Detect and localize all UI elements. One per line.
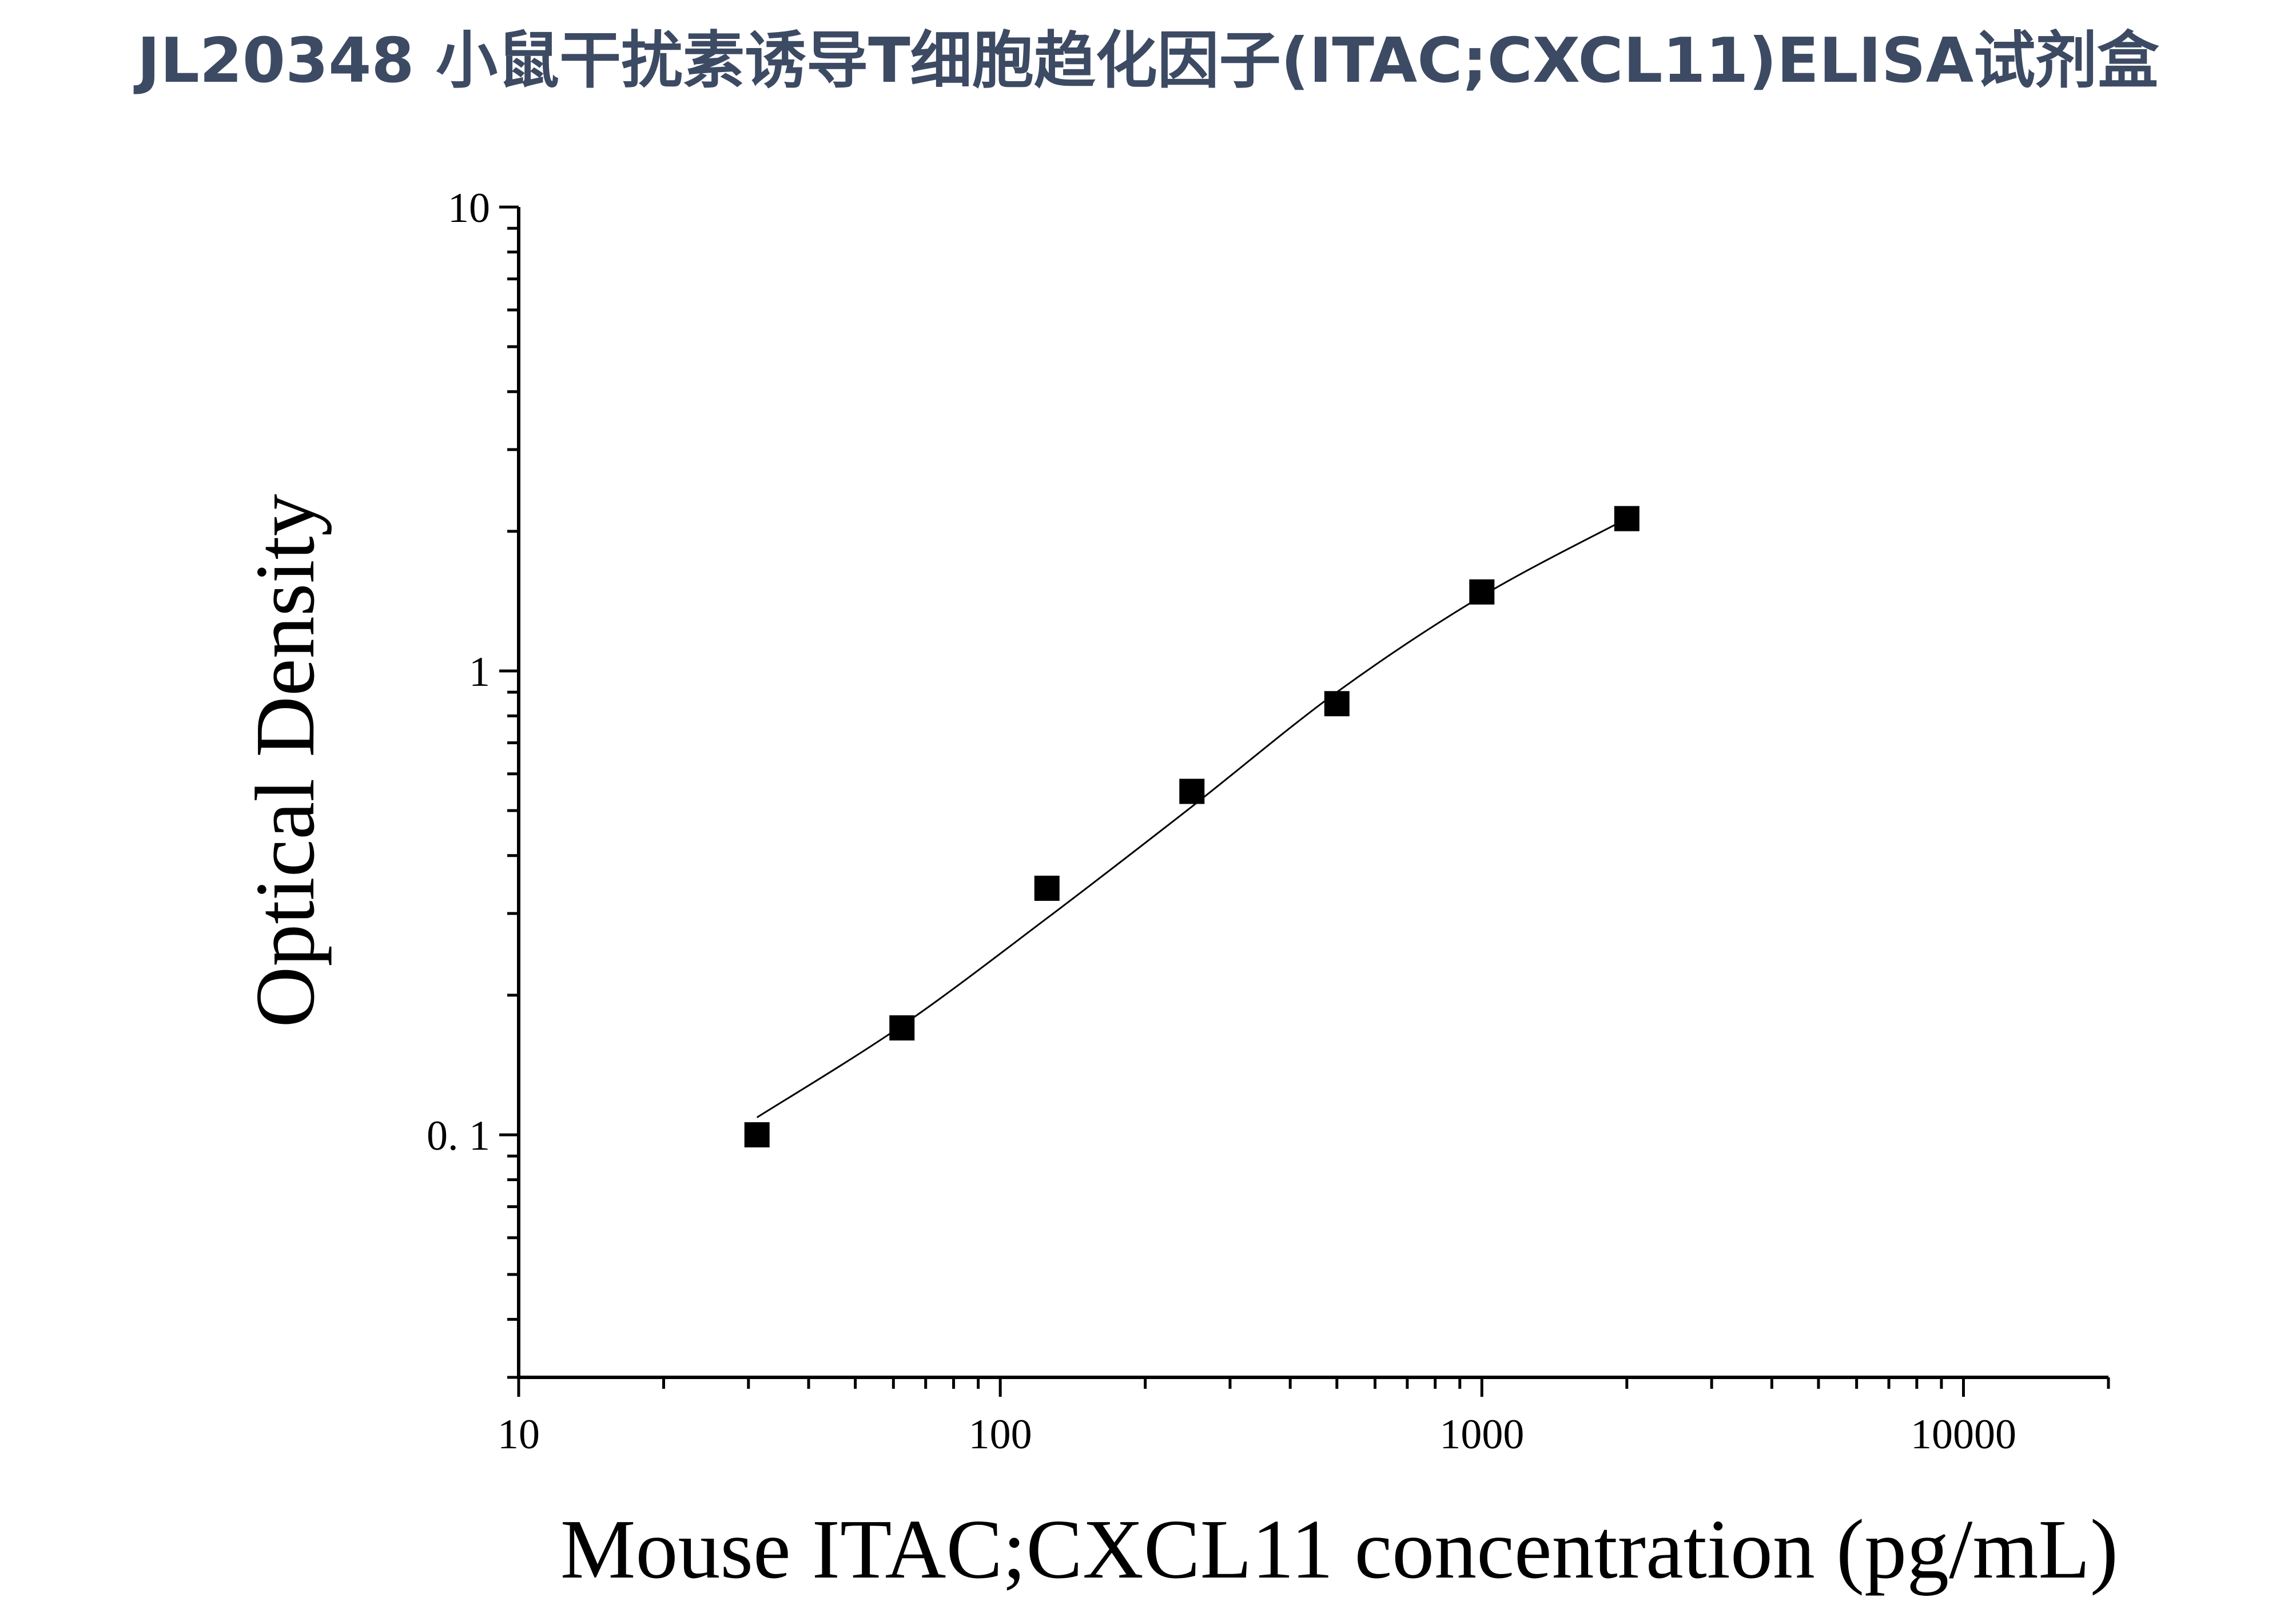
y-tick-label: 0. 1 [427, 1113, 490, 1159]
data-point-marker [1324, 691, 1350, 717]
x-axis-label: Mouse ITAC;CXCL11 concentration (pg/mL) [560, 1503, 2118, 1596]
data-point-marker [1614, 506, 1640, 531]
y-tick-label: 10 [448, 185, 490, 232]
x-tick-label: 10000 [1911, 1411, 2016, 1458]
x-tick-label: 10 [498, 1411, 540, 1458]
data-point-marker [1034, 875, 1060, 901]
data-point-marker [744, 1122, 770, 1147]
y-tick-label: 1 [469, 649, 490, 696]
data-point-marker [889, 1015, 915, 1041]
x-tick-label: 1000 [1439, 1411, 1524, 1458]
data-point-marker [1469, 579, 1495, 605]
data-points [744, 506, 1640, 1147]
data-point-marker [1179, 778, 1205, 804]
fit-curve-layer [756, 518, 1628, 1118]
axis-ticks: 10 100 1000 10000 0. 1 1 10 [427, 185, 2110, 1458]
page-title: JL20348 小鼠干扰素诱导T细胞趋化因子(ITAC;CXCL11)ELISA… [137, 25, 2159, 97]
x-tick-label: 100 [969, 1411, 1032, 1458]
y-axis-label: Optical Density [238, 494, 332, 1027]
axes [517, 207, 2108, 1379]
fit-curve-line [756, 518, 1628, 1118]
